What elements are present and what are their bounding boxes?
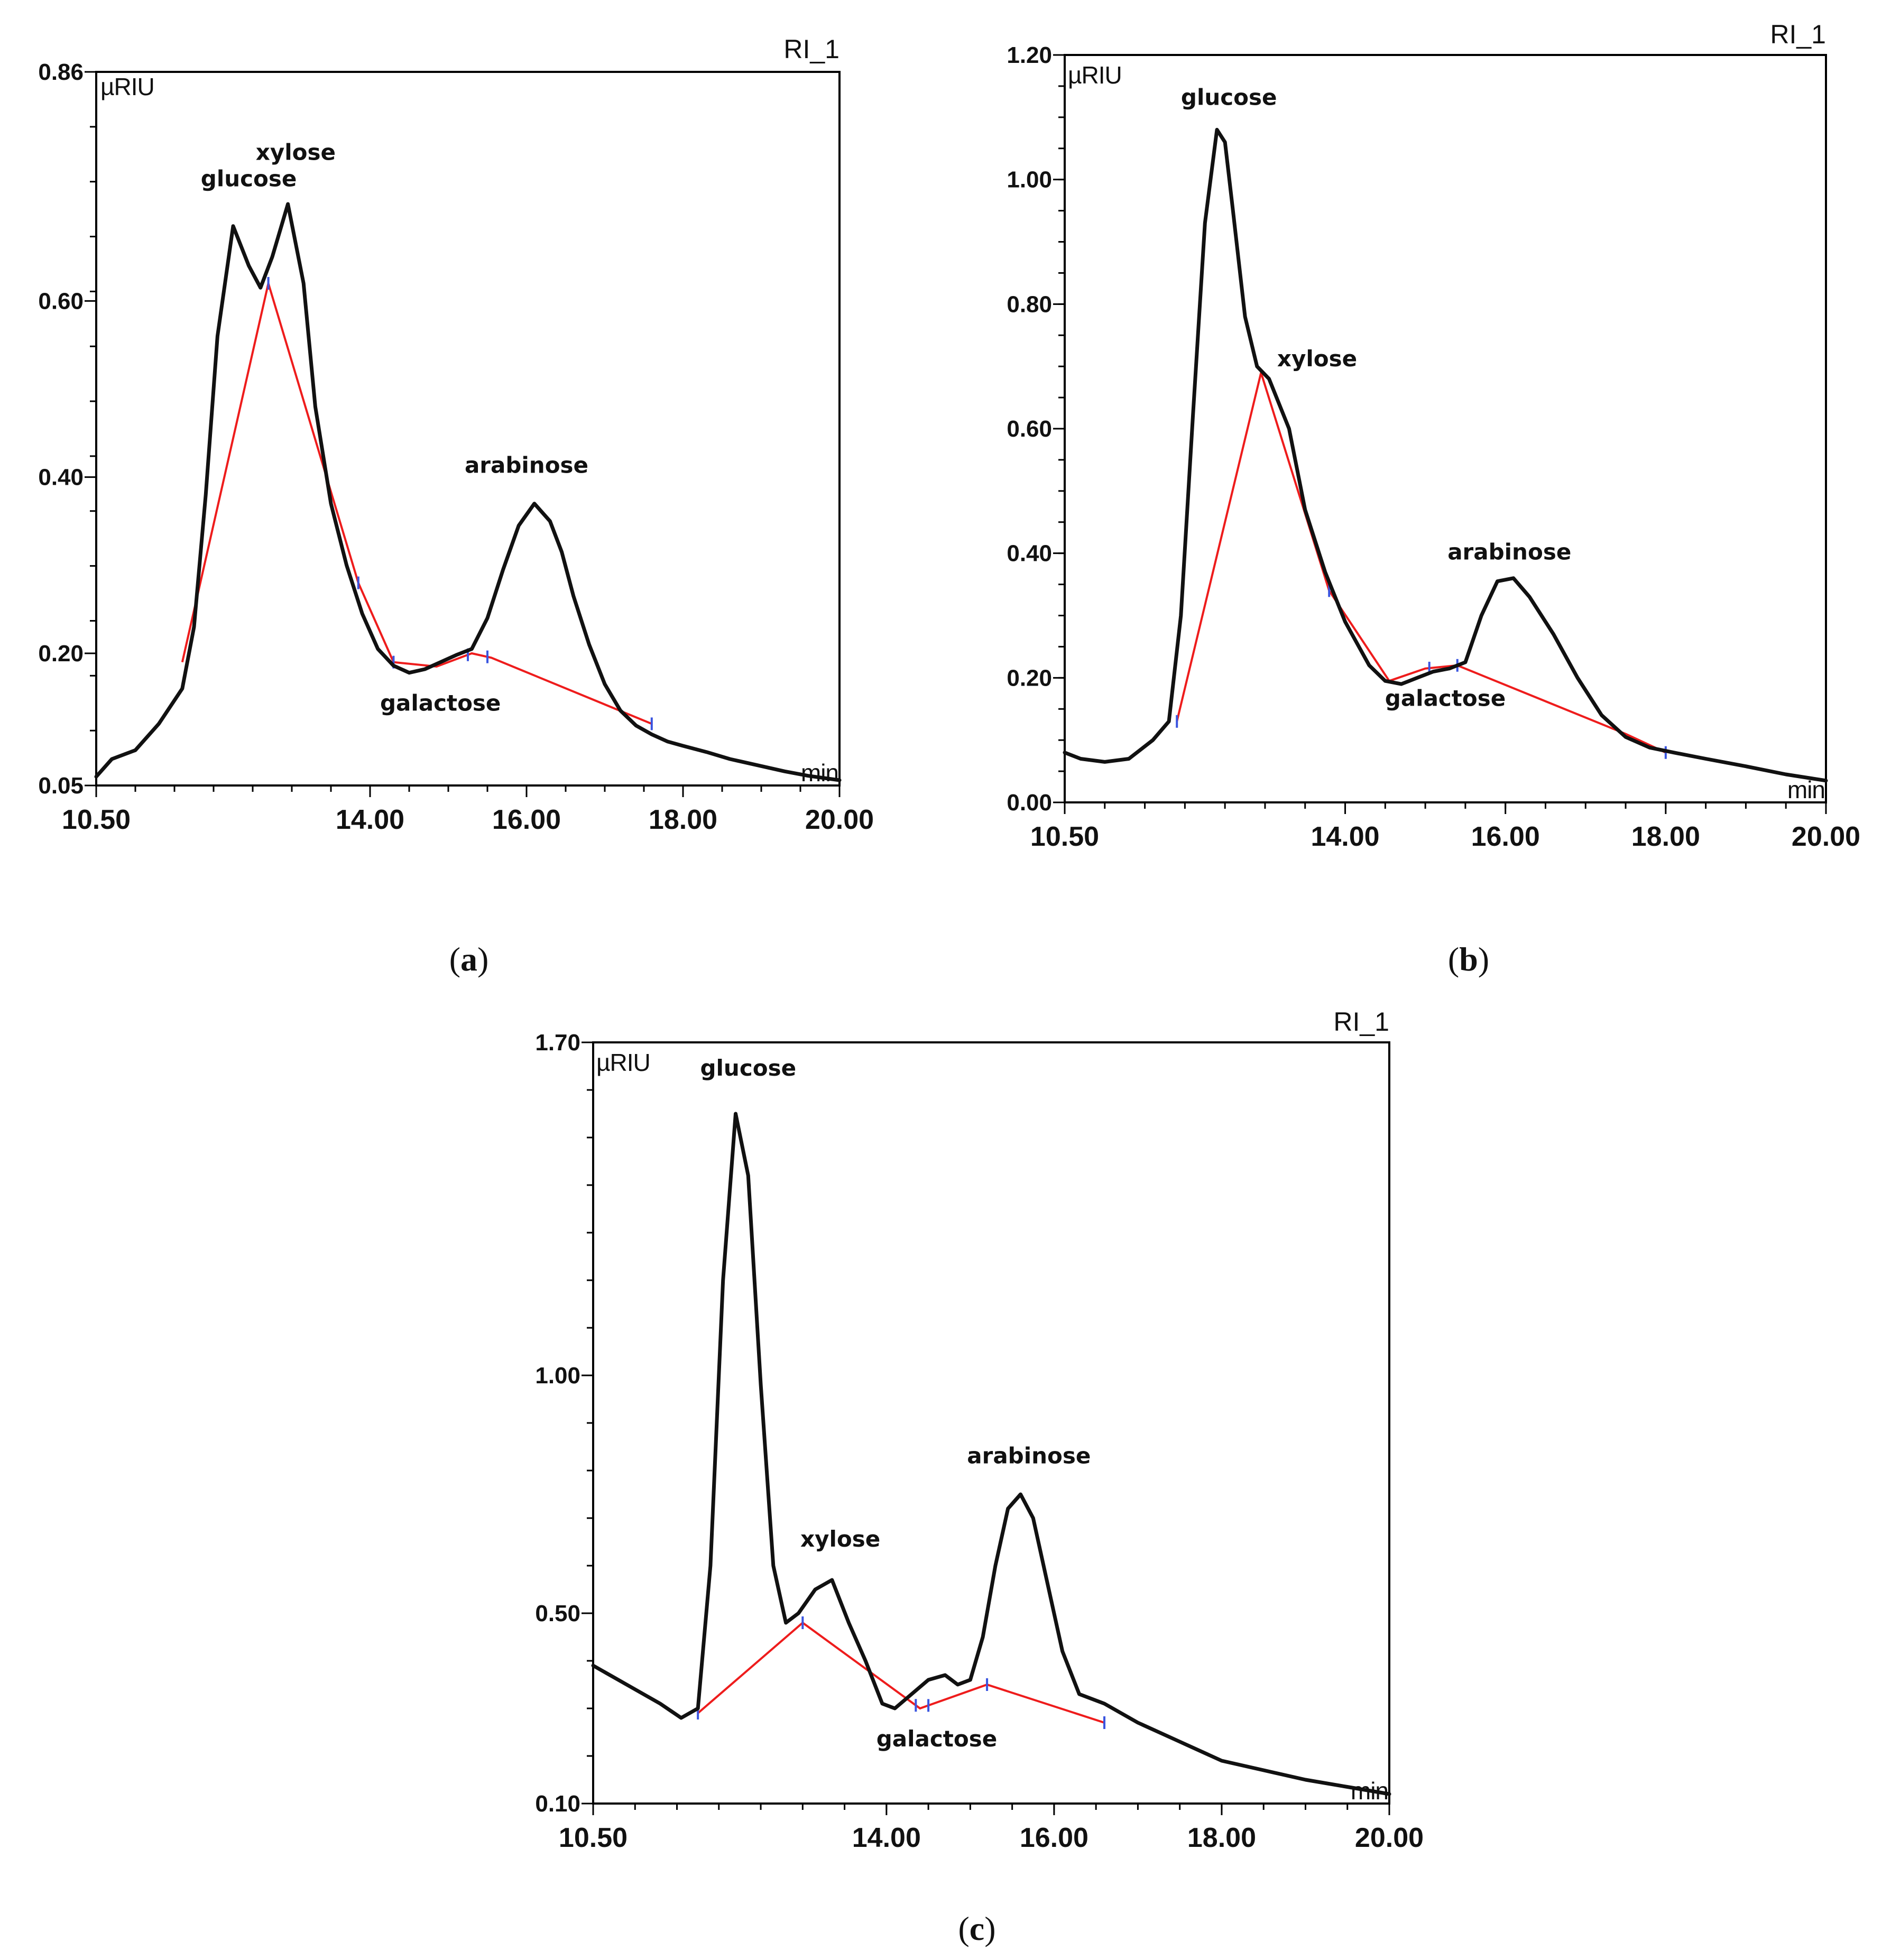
peak-label-arabinose: arabinose	[465, 452, 588, 478]
x-tick-label: 14.00	[852, 1823, 921, 1853]
ri-signal-trace	[1063, 127, 1828, 783]
y-tick-label: 0.20	[38, 641, 84, 667]
caption-open: (	[449, 940, 460, 978]
x-tick-label: 18.00	[1631, 821, 1700, 852]
y-tick-label: 0.60	[1007, 416, 1052, 442]
x-unit-label: min	[801, 759, 838, 787]
x-unit-label: min	[1351, 1777, 1388, 1805]
chromatogram-panel-c: 0.10 0.50 1.00 1.70 10.50 14.00 16.00 18.00 20.…	[535, 1007, 1424, 1947]
peak-label-xylose: xylose	[1277, 346, 1357, 372]
y-tick-label: 1.00	[535, 1363, 580, 1389]
y-ticks: 0.10 0.50 1.00 1.70	[535, 1030, 593, 1817]
y-tick-label: 0.60	[38, 288, 84, 314]
panel-caption: (b)	[1448, 940, 1489, 978]
peak-label-galactose: galactose	[877, 1726, 997, 1752]
peak-label-glucose: glucose	[1181, 84, 1277, 110]
series-label: RI_1	[1333, 1007, 1389, 1037]
peak-labels: glucose xylose galactose arabinose	[700, 1055, 1091, 1752]
x-minor-ticks	[95, 785, 841, 792]
x-tick-label: 16.00	[492, 805, 561, 835]
integration-markers	[697, 1616, 1106, 1729]
peak-label-xylose: xylose	[256, 140, 336, 165]
x-unit-label: min	[1787, 776, 1825, 803]
x-tick-label: 10.50	[62, 805, 131, 835]
x-tick-label: 16.00	[1020, 1823, 1088, 1853]
y-unit-label: µRIU	[100, 73, 154, 100]
y-tick-label: 0.50	[535, 1601, 580, 1626]
y-tick-label: 0.10	[535, 1791, 580, 1817]
plot-area	[95, 71, 841, 787]
series-label: RI_1	[1770, 20, 1826, 49]
peak-label-galactose: galactose	[380, 690, 501, 716]
series-label: RI_1	[783, 34, 839, 64]
panel-caption: (a)	[449, 940, 489, 978]
y-tick-label: 0.40	[38, 465, 84, 491]
y-tick-label: 1.70	[535, 1030, 580, 1056]
plot-area	[592, 1041, 1390, 1805]
y-tick-label: 1.00	[1007, 167, 1052, 193]
x-tick-label: 14.00	[336, 805, 404, 835]
peak-label-glucose: glucose	[201, 166, 297, 192]
peak-label-glucose: glucose	[700, 1055, 796, 1081]
y-tick-label: 0.20	[1007, 665, 1052, 691]
x-tick-label: 14.00	[1311, 821, 1379, 852]
y-ticks: 0.05 0.20 0.40 0.60 0.86	[38, 59, 96, 799]
integration-baseline	[1176, 368, 1666, 754]
x-tick-label: 10.50	[559, 1823, 628, 1853]
y-tick-label: 0.00	[1007, 790, 1052, 816]
peak-label-arabinose: arabinose	[967, 1443, 1091, 1469]
caption-close: )	[984, 1910, 995, 1947]
panel-caption: (c)	[958, 1910, 995, 1947]
y-tick-label: 0.40	[1007, 541, 1052, 567]
peak-labels: glucose xylose galactose arabinose	[1181, 84, 1571, 711]
x-tick-label: 20.00	[805, 805, 874, 835]
caption-letter: c	[970, 1910, 984, 1947]
caption-letter: a	[460, 940, 477, 978]
y-ticks: 0.00 0.20 0.40 0.60 0.80 1.00 1.20	[1007, 42, 1065, 816]
y-unit-label: µRIU	[1068, 61, 1122, 89]
peak-label-xylose: xylose	[800, 1526, 880, 1552]
caption-letter: b	[1459, 940, 1478, 978]
peak-label-arabinose: arabinose	[1447, 539, 1571, 565]
caption-close: )	[477, 940, 488, 978]
ri-signal-trace	[591, 1112, 1391, 1796]
chromatogram-panel-b: 0.000.200.400.600.801.001.20 10.50 14.00 1…	[1007, 20, 1860, 978]
y-tick-label: 1.20	[1007, 42, 1052, 68]
y-tick-label: 0.86	[38, 59, 84, 85]
x-ticks: 10.50 14.00 16.00 18.00 20.00	[559, 1804, 1424, 1853]
y-tick-label: 0.05	[38, 773, 84, 799]
x-tick-label: 20.00	[1792, 821, 1860, 852]
y-tick-label: 0.80	[1007, 291, 1052, 317]
y-unit-label: µRIU	[596, 1049, 650, 1076]
caption-open: (	[1448, 940, 1459, 978]
peak-label-galactose: galactose	[1385, 685, 1506, 711]
x-tick-label: 18.00	[1187, 1823, 1256, 1853]
y-minor-ticks	[90, 71, 96, 787]
x-tick-label: 16.00	[1471, 821, 1540, 852]
x-ticks: 10.50 14.00 16.00 18.00 20.00	[1030, 802, 1860, 852]
caption-open: (	[958, 1910, 969, 1947]
x-tick-label: 10.50	[1030, 821, 1099, 852]
x-tick-label: 18.00	[649, 805, 717, 835]
ri-signal-trace	[94, 202, 842, 782]
chromatogram-panel-a: 0.05 0.20 0.40 0.60 0.86 10.50 14.00 16.00 18.0…	[38, 34, 874, 978]
caption-close: )	[1478, 940, 1489, 978]
x-tick-label: 20.00	[1355, 1823, 1424, 1853]
x-ticks: 10.50 14.00 16.00 18.00 20.00	[62, 785, 874, 835]
integration-baseline	[697, 1621, 1105, 1724]
